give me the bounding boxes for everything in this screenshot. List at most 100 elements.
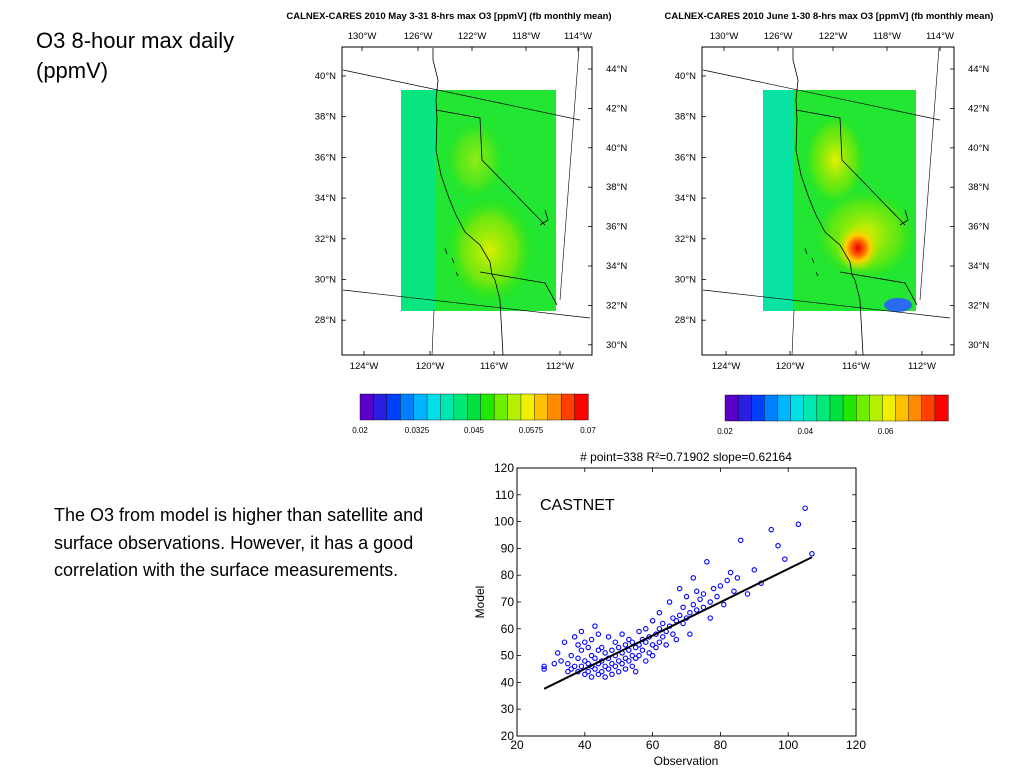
scatter-point (707, 615, 713, 621)
scatter-point (615, 644, 622, 651)
scatter-point (619, 660, 625, 667)
scatter-point (751, 567, 758, 573)
colorbar-swatch (359, 393, 375, 421)
colorbar-swatch (921, 394, 936, 422)
islands (804, 247, 819, 277)
scatter-point (582, 658, 588, 664)
bottom-lon-label: 120°W (416, 361, 445, 372)
left-lat-label: 28°N (315, 315, 336, 326)
colorbar-swatch (737, 394, 752, 422)
right-lat-label: 34°N (606, 261, 627, 272)
scatter-point (588, 674, 595, 680)
scatter-point (595, 647, 602, 653)
scatter-point (731, 588, 737, 595)
right-lat-label: 38°N (968, 182, 989, 193)
right-lat-label: 44°N (606, 64, 627, 75)
scatter-point (592, 666, 598, 672)
scatter-point (643, 626, 649, 632)
scatter-point (680, 604, 686, 611)
colorbar-swatch (373, 393, 388, 421)
state-border (559, 47, 580, 301)
y-tick-label: 50 (501, 649, 515, 663)
colorbar-label: 0.0575 (519, 426, 544, 435)
colorbar-swatch (855, 394, 870, 422)
bottom-lon-label: 124°W (712, 361, 741, 372)
scatter-point (802, 505, 808, 511)
scatter-point (656, 639, 663, 645)
y-tick-label: 110 (495, 488, 514, 502)
scatter-point (649, 652, 656, 659)
colorbar-label: 0.07 (580, 426, 596, 435)
scatter-point (700, 591, 707, 597)
scatter-point (666, 599, 673, 605)
scatter-point (676, 612, 683, 619)
islands (444, 247, 459, 277)
colorbar-swatch (869, 394, 884, 422)
y-tick-label: 120 (494, 461, 514, 475)
scatter-point (636, 628, 642, 635)
colorbar-swatch (547, 393, 562, 421)
x-tick-label: 120 (846, 738, 866, 752)
colorbar-swatch (400, 393, 415, 421)
scatter-point (551, 660, 558, 667)
scatter-point (561, 639, 568, 645)
top-lon-label: 122°W (819, 31, 848, 42)
scatter-point (676, 585, 683, 592)
scatter-point (744, 591, 751, 597)
scatter-point (649, 642, 656, 648)
scatter-point (632, 655, 639, 662)
scatter-point (690, 575, 697, 581)
colorbar-label: 0.02 (717, 427, 733, 436)
top-lon-label: 130°W (710, 31, 739, 42)
scatter-point (595, 671, 602, 678)
colorbar-swatch (829, 394, 844, 422)
scatter-point (615, 668, 622, 675)
left-lat-label: 40°N (675, 71, 696, 82)
scatter-point (582, 639, 588, 645)
o3-hotspot (445, 195, 535, 305)
left-lat-label: 38°N (675, 112, 696, 123)
state-border (795, 109, 906, 226)
scatter-point (629, 652, 636, 659)
scatter-point (649, 618, 656, 624)
scatter-point (558, 658, 564, 664)
colorbar-swatch (816, 394, 831, 422)
scatter-ticks: 20 40 60 80 100 120 20 30 40 50 60 70 80 90 100 110 120 (494, 461, 866, 752)
bottom-lon-label: 112°W (908, 361, 936, 372)
map-may: CALNEX-CARES 2010 May 3-31 8-hrs max O3 … (286, 11, 627, 372)
scatter-point (653, 644, 659, 651)
scatter-point (632, 668, 639, 675)
country-border (702, 289, 951, 319)
colorbar-label: 0.04 (797, 427, 813, 436)
scatter-point (598, 644, 605, 651)
right-lat-label: 42°N (968, 103, 989, 114)
scatter-point (622, 642, 629, 648)
colorbar-label: 0.0325 (405, 426, 430, 435)
right-lat-label: 40°N (968, 143, 989, 154)
scatter-point (629, 663, 636, 670)
scatter-point (727, 569, 734, 576)
scatter-point (609, 660, 615, 667)
scatter-point (568, 666, 574, 672)
state-border (435, 109, 546, 226)
scatter-point (619, 631, 625, 637)
scatter-point (592, 655, 598, 662)
left-lat-label: 30°N (315, 275, 336, 286)
colorbar-swatch (895, 394, 910, 422)
colorbar-swatch (453, 393, 468, 421)
y-axis-label: Model (473, 586, 487, 619)
map-ticks: 130°W 126°W 122°W 118°W 114°W 124°W 120°W 116°W… (315, 31, 628, 372)
scatter-point (588, 652, 595, 659)
scatter-point (602, 663, 608, 670)
o3-low-region (884, 298, 912, 312)
scatter-plot: # point=338 R²=0.71902 slope=0.62164 CAS… (473, 450, 866, 768)
scatter-point (612, 639, 619, 645)
map-june: CALNEX-CARES 2010 June 1-30 8-hrs max O3… (665, 11, 994, 372)
state-border (702, 69, 941, 121)
o3-hotspot-la (836, 224, 880, 272)
scatter-point (782, 556, 788, 562)
right-lat-label: 32°N (968, 300, 989, 311)
scatter-point (585, 644, 591, 651)
scatter-point (578, 628, 585, 635)
